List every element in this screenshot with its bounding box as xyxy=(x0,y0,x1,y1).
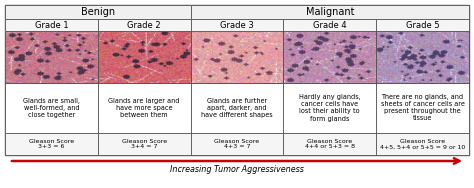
Text: Gleason Score
4+5, 5+4 or 5+5 = 9 or 10: Gleason Score 4+5, 5+4 or 5+5 = 9 or 10 xyxy=(380,139,465,149)
Text: Grade 3: Grade 3 xyxy=(220,20,254,30)
Bar xyxy=(191,133,283,155)
Bar xyxy=(98,31,191,83)
Text: Gleason Score
3+4 = 7: Gleason Score 3+4 = 7 xyxy=(122,139,167,149)
Bar xyxy=(191,19,283,31)
Text: Glands are further
apart, darker, and
have different shapes: Glands are further apart, darker, and ha… xyxy=(201,98,273,118)
Text: Grade 2: Grade 2 xyxy=(128,20,161,30)
Bar xyxy=(5,19,98,31)
Bar xyxy=(376,83,469,133)
Bar xyxy=(191,5,469,19)
Bar xyxy=(283,19,376,31)
Bar xyxy=(5,83,98,133)
Bar xyxy=(191,83,283,133)
Bar xyxy=(376,31,469,83)
Text: Gleason Score
3+3 = 6: Gleason Score 3+3 = 6 xyxy=(29,139,74,149)
Bar xyxy=(98,133,191,155)
Bar xyxy=(5,133,98,155)
Bar xyxy=(283,133,376,155)
Bar xyxy=(376,19,469,31)
Text: Glands are larger and
have more space
between them: Glands are larger and have more space be… xyxy=(109,98,180,118)
Text: Grade 4: Grade 4 xyxy=(313,20,346,30)
Text: Gleason Score
4+4 or 5+3 = 8: Gleason Score 4+4 or 5+3 = 8 xyxy=(305,139,355,149)
Bar xyxy=(376,133,469,155)
Text: Gleason Score
4+3 = 7: Gleason Score 4+3 = 7 xyxy=(214,139,260,149)
Text: Increasing Tumor Aggressiveness: Increasing Tumor Aggressiveness xyxy=(170,164,304,174)
Bar xyxy=(5,31,98,83)
Text: Benign: Benign xyxy=(81,7,115,17)
Text: Grade 1: Grade 1 xyxy=(35,20,68,30)
Bar xyxy=(5,5,191,19)
Bar xyxy=(283,31,376,83)
Text: Glands are small,
well-formed, and
close together: Glands are small, well-formed, and close… xyxy=(23,98,80,118)
Bar xyxy=(98,19,191,31)
Text: Grade 5: Grade 5 xyxy=(406,20,439,30)
Text: Malignant: Malignant xyxy=(306,7,354,17)
Text: There are no glands, and
sheets of cancer cells are
present throughout the
tissu: There are no glands, and sheets of cance… xyxy=(381,95,465,121)
Bar xyxy=(5,5,469,155)
Bar xyxy=(283,83,376,133)
Text: Hardly any glands,
cancer cells have
lost their ability to
form glands: Hardly any glands, cancer cells have los… xyxy=(299,95,361,121)
Bar xyxy=(191,31,283,83)
Bar xyxy=(98,83,191,133)
